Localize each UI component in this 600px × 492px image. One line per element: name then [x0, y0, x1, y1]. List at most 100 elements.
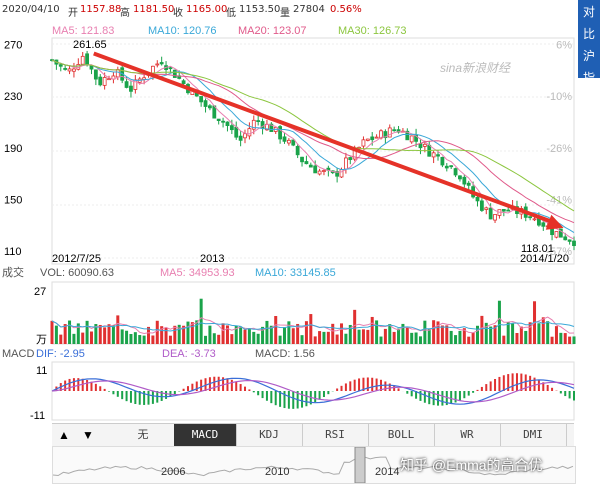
scroll-up-button[interactable]: ▲ — [58, 428, 70, 442]
indicator-tab-rsi[interactable]: RSI — [302, 424, 369, 446]
open-value: 1157.88 — [80, 4, 122, 15]
volume-bar — [98, 324, 102, 344]
indicator-tab-boll[interactable]: BOLL — [368, 424, 435, 446]
side-char-2: 比 — [582, 27, 595, 41]
candle-body — [440, 156, 445, 166]
macd-lines — [51, 377, 575, 405]
volume-bar — [125, 330, 129, 344]
candle-body — [453, 168, 458, 176]
candle-body — [550, 227, 554, 236]
volume-bar — [335, 334, 339, 344]
volume-bar — [199, 298, 203, 344]
macd-bar — [375, 378, 378, 391]
macd-bar — [450, 391, 453, 404]
volume-bar — [528, 322, 532, 344]
volume-bar — [344, 333, 348, 344]
macd-bar — [108, 391, 111, 392]
volume-bar — [291, 328, 295, 344]
indicator-tab-wr[interactable]: WR — [434, 424, 501, 446]
indicator-tab-无[interactable]: 无 — [112, 424, 175, 446]
indicator-tab-macd[interactable]: MACD — [174, 424, 237, 446]
time-navigator[interactable]: 2006 2010 2014 — [52, 446, 576, 484]
indicator-tab-kdj[interactable]: KDJ — [236, 424, 303, 446]
macd-bar — [485, 384, 488, 391]
ma-line-5 — [51, 59, 575, 240]
indicator-tab-dmi[interactable]: DMI — [500, 424, 567, 446]
volume-bar — [72, 333, 76, 344]
y-axis-ticks: 270 230 190 150 110 — [4, 39, 22, 258]
candle-body — [221, 120, 225, 123]
macd-bar — [191, 383, 194, 391]
candle-body — [133, 79, 138, 90]
macd-bar — [129, 391, 132, 403]
macd-bar — [546, 384, 549, 391]
macd-bar — [217, 376, 220, 391]
volume-bar — [506, 322, 510, 344]
volume-bar — [111, 325, 115, 344]
macd-bar — [257, 391, 260, 396]
macd-bar — [64, 380, 67, 391]
volume-bar — [322, 331, 326, 344]
low-value: 1153.50 — [239, 4, 281, 15]
volume-title: 成交 — [2, 265, 24, 279]
volume-bar — [230, 334, 234, 344]
macd-bar — [327, 391, 330, 395]
macd-bar — [564, 391, 567, 397]
macd-bar — [533, 377, 536, 391]
macd-bar — [410, 391, 413, 397]
volume-bar — [68, 320, 72, 344]
compare-side-button[interactable]: 对 比 沪 指 — [578, 0, 600, 85]
volume-bar — [410, 332, 414, 344]
candle-body — [155, 63, 160, 66]
trend-line — [93, 51, 559, 226]
volume-bar — [54, 325, 58, 344]
candle-body — [458, 175, 462, 180]
macd-dea: DEA: -3.73 — [162, 348, 216, 360]
candle-body — [98, 76, 103, 86]
volume-bar — [252, 331, 256, 344]
macd-bar — [301, 391, 304, 408]
macd-bar — [406, 391, 409, 394]
macd-bar — [437, 391, 440, 406]
info-date: 2020/04/10 — [2, 4, 60, 15]
macd-bar — [515, 373, 518, 391]
volume-bar — [572, 336, 576, 344]
macd-bar — [458, 391, 461, 401]
candle-body — [181, 80, 186, 84]
volume-bar — [480, 315, 484, 344]
candle-body — [444, 165, 449, 169]
volume-bar — [537, 323, 541, 344]
candle-body — [418, 143, 423, 149]
peak-annotation: 261.65 — [73, 39, 107, 51]
y-tick-1: 230 — [4, 91, 22, 103]
macd-bar — [353, 379, 356, 391]
volume-vol: VOL: 60090.63 — [40, 267, 114, 279]
volume-bar — [155, 320, 159, 344]
volume-bar — [326, 331, 330, 344]
candle-body — [115, 69, 120, 78]
macd-bar — [388, 383, 391, 391]
macd-histogram — [55, 373, 575, 409]
volume-bar — [467, 336, 471, 344]
volume-bar — [81, 332, 85, 344]
macd-bar — [476, 389, 479, 391]
macd-bar — [340, 385, 343, 391]
volume-bar — [559, 332, 563, 344]
candle-body — [348, 157, 353, 161]
volume-bar — [489, 326, 493, 344]
y-tick-3: 150 — [4, 194, 22, 206]
volume-bar — [304, 321, 308, 344]
macd-bar — [454, 391, 457, 403]
volume-bar — [458, 330, 462, 344]
macd-bar — [68, 378, 71, 391]
candle-body — [89, 65, 94, 70]
nav-year-2: 2010 — [265, 466, 289, 478]
candle-body — [304, 161, 309, 165]
volume-bar — [116, 315, 120, 344]
volume-ma-lines — [51, 316, 575, 335]
scroll-down-button[interactable]: ▼ — [82, 428, 94, 442]
candle-body — [541, 222, 546, 227]
macd-bar — [507, 374, 510, 391]
macd-bar — [165, 391, 168, 399]
volume-bar — [177, 324, 181, 344]
